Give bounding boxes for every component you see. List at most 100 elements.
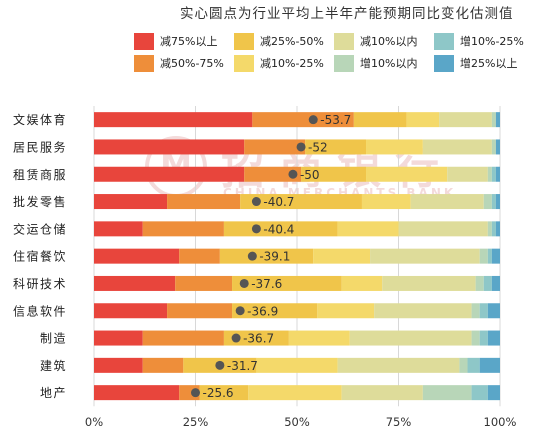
bar-segment	[479, 303, 488, 319]
bar-segment	[374, 303, 472, 319]
x-tick-label: 25%	[183, 415, 209, 429]
average-marker	[288, 169, 298, 179]
average-marker	[231, 333, 241, 343]
legend-swatch	[334, 54, 354, 72]
bar-segment	[142, 357, 184, 373]
chart-title: 实心圆点为行业平均上半年产能预期同比变化估测值	[180, 6, 514, 22]
legend-item: 减50%-75%	[134, 54, 224, 72]
bar-segment	[491, 166, 496, 182]
bar-segment	[94, 139, 245, 155]
bar-segment	[301, 166, 367, 182]
bar-segment	[232, 275, 342, 291]
bar-segment	[491, 112, 496, 128]
x-tick-label: 75%	[386, 415, 412, 429]
category-label: 建筑	[40, 358, 67, 373]
bar-segment	[495, 194, 500, 210]
bar-segment	[167, 303, 233, 319]
bar-segment	[495, 221, 500, 237]
bar-segment	[223, 330, 289, 346]
bar-segment	[491, 221, 496, 237]
average-marker	[251, 224, 261, 234]
bar-segment	[366, 166, 448, 182]
category-label: 居民服务	[13, 139, 67, 154]
legend-label: 减10%-25%	[260, 57, 324, 70]
bar-segment	[179, 248, 220, 264]
average-marker	[239, 278, 249, 288]
category-label: 文娱体育	[13, 112, 67, 127]
bar-segment	[483, 275, 492, 291]
legend-item: 增10%以内	[334, 54, 417, 72]
bar-segment	[244, 166, 302, 182]
bar-segment	[491, 248, 500, 264]
average-value-label: -25.6	[203, 386, 234, 400]
bar-segment	[479, 330, 488, 346]
bar-segment	[487, 248, 492, 264]
average-value-label: -40.4	[263, 222, 294, 236]
bar-segment	[94, 357, 143, 373]
x-tick-label: 50%	[284, 415, 310, 429]
average-value-label: -53.7	[320, 113, 351, 127]
category-label: 制造	[40, 332, 67, 346]
bar-segment	[244, 139, 306, 155]
category-label: 租赁商服	[13, 167, 67, 182]
bar-segment	[252, 112, 354, 128]
legend-item: 增25%以上	[434, 54, 517, 72]
bar-segment	[248, 385, 342, 401]
legend-label: 减25%-50%	[260, 35, 324, 48]
bar-segment	[94, 303, 168, 319]
bar-segment	[288, 330, 350, 346]
bar-segment	[199, 385, 249, 401]
bar-segment	[94, 112, 253, 128]
legend-item: 减25%-50%	[234, 32, 324, 50]
legend-item: 增10%-25%	[434, 32, 524, 50]
average-value-label: -37.6	[251, 277, 282, 291]
bar-segment	[487, 166, 492, 182]
bar-segment	[491, 139, 496, 155]
legend-label: 增10%-25%	[460, 35, 524, 48]
bar-segment	[479, 248, 488, 264]
bar-segment	[471, 330, 480, 346]
legend-swatch	[234, 54, 254, 72]
bar-segment	[305, 139, 367, 155]
legend-label: 减10%以内	[360, 35, 418, 48]
bar-segment	[471, 303, 480, 319]
bar-segment	[475, 275, 484, 291]
bar-segment	[313, 248, 371, 264]
average-marker	[191, 388, 200, 398]
bar-segment	[487, 303, 500, 319]
bar-segment	[361, 194, 411, 210]
bar-segment	[439, 112, 492, 128]
bar-segment	[422, 139, 492, 155]
legend-item: 减10%以内	[334, 32, 417, 50]
bar-segment	[406, 112, 440, 128]
average-value-label: -36.7	[243, 332, 274, 346]
category-label: 科研技术	[13, 277, 67, 291]
bar-segment	[467, 357, 480, 373]
bar-segment	[422, 385, 472, 401]
legend-swatch	[434, 54, 454, 72]
bar-segment	[471, 385, 488, 401]
bar-segment	[410, 194, 484, 210]
average-value-label: -52	[308, 140, 328, 154]
legend-swatch	[134, 32, 154, 50]
bar-segment	[223, 221, 338, 237]
bar-segment	[495, 166, 500, 182]
bar-segment	[142, 221, 224, 237]
average-marker	[296, 142, 306, 152]
bar-segment	[240, 194, 362, 210]
legend-label: 减75%以上	[160, 35, 218, 48]
legend-swatch	[134, 54, 154, 72]
bar-segment	[459, 357, 468, 373]
bar-segment	[317, 303, 375, 319]
bar-segment	[167, 194, 241, 210]
bar-segment	[219, 248, 314, 264]
legend-swatch	[334, 32, 354, 50]
average-marker	[235, 306, 245, 316]
bar-segment	[479, 357, 500, 373]
average-value-label: -31.7	[227, 359, 258, 373]
bar-segment	[94, 385, 180, 401]
bar-segment	[232, 303, 318, 319]
average-value-label: -36.9	[247, 304, 278, 318]
x-tick-label: 0%	[85, 415, 103, 429]
bar-segment	[341, 385, 423, 401]
